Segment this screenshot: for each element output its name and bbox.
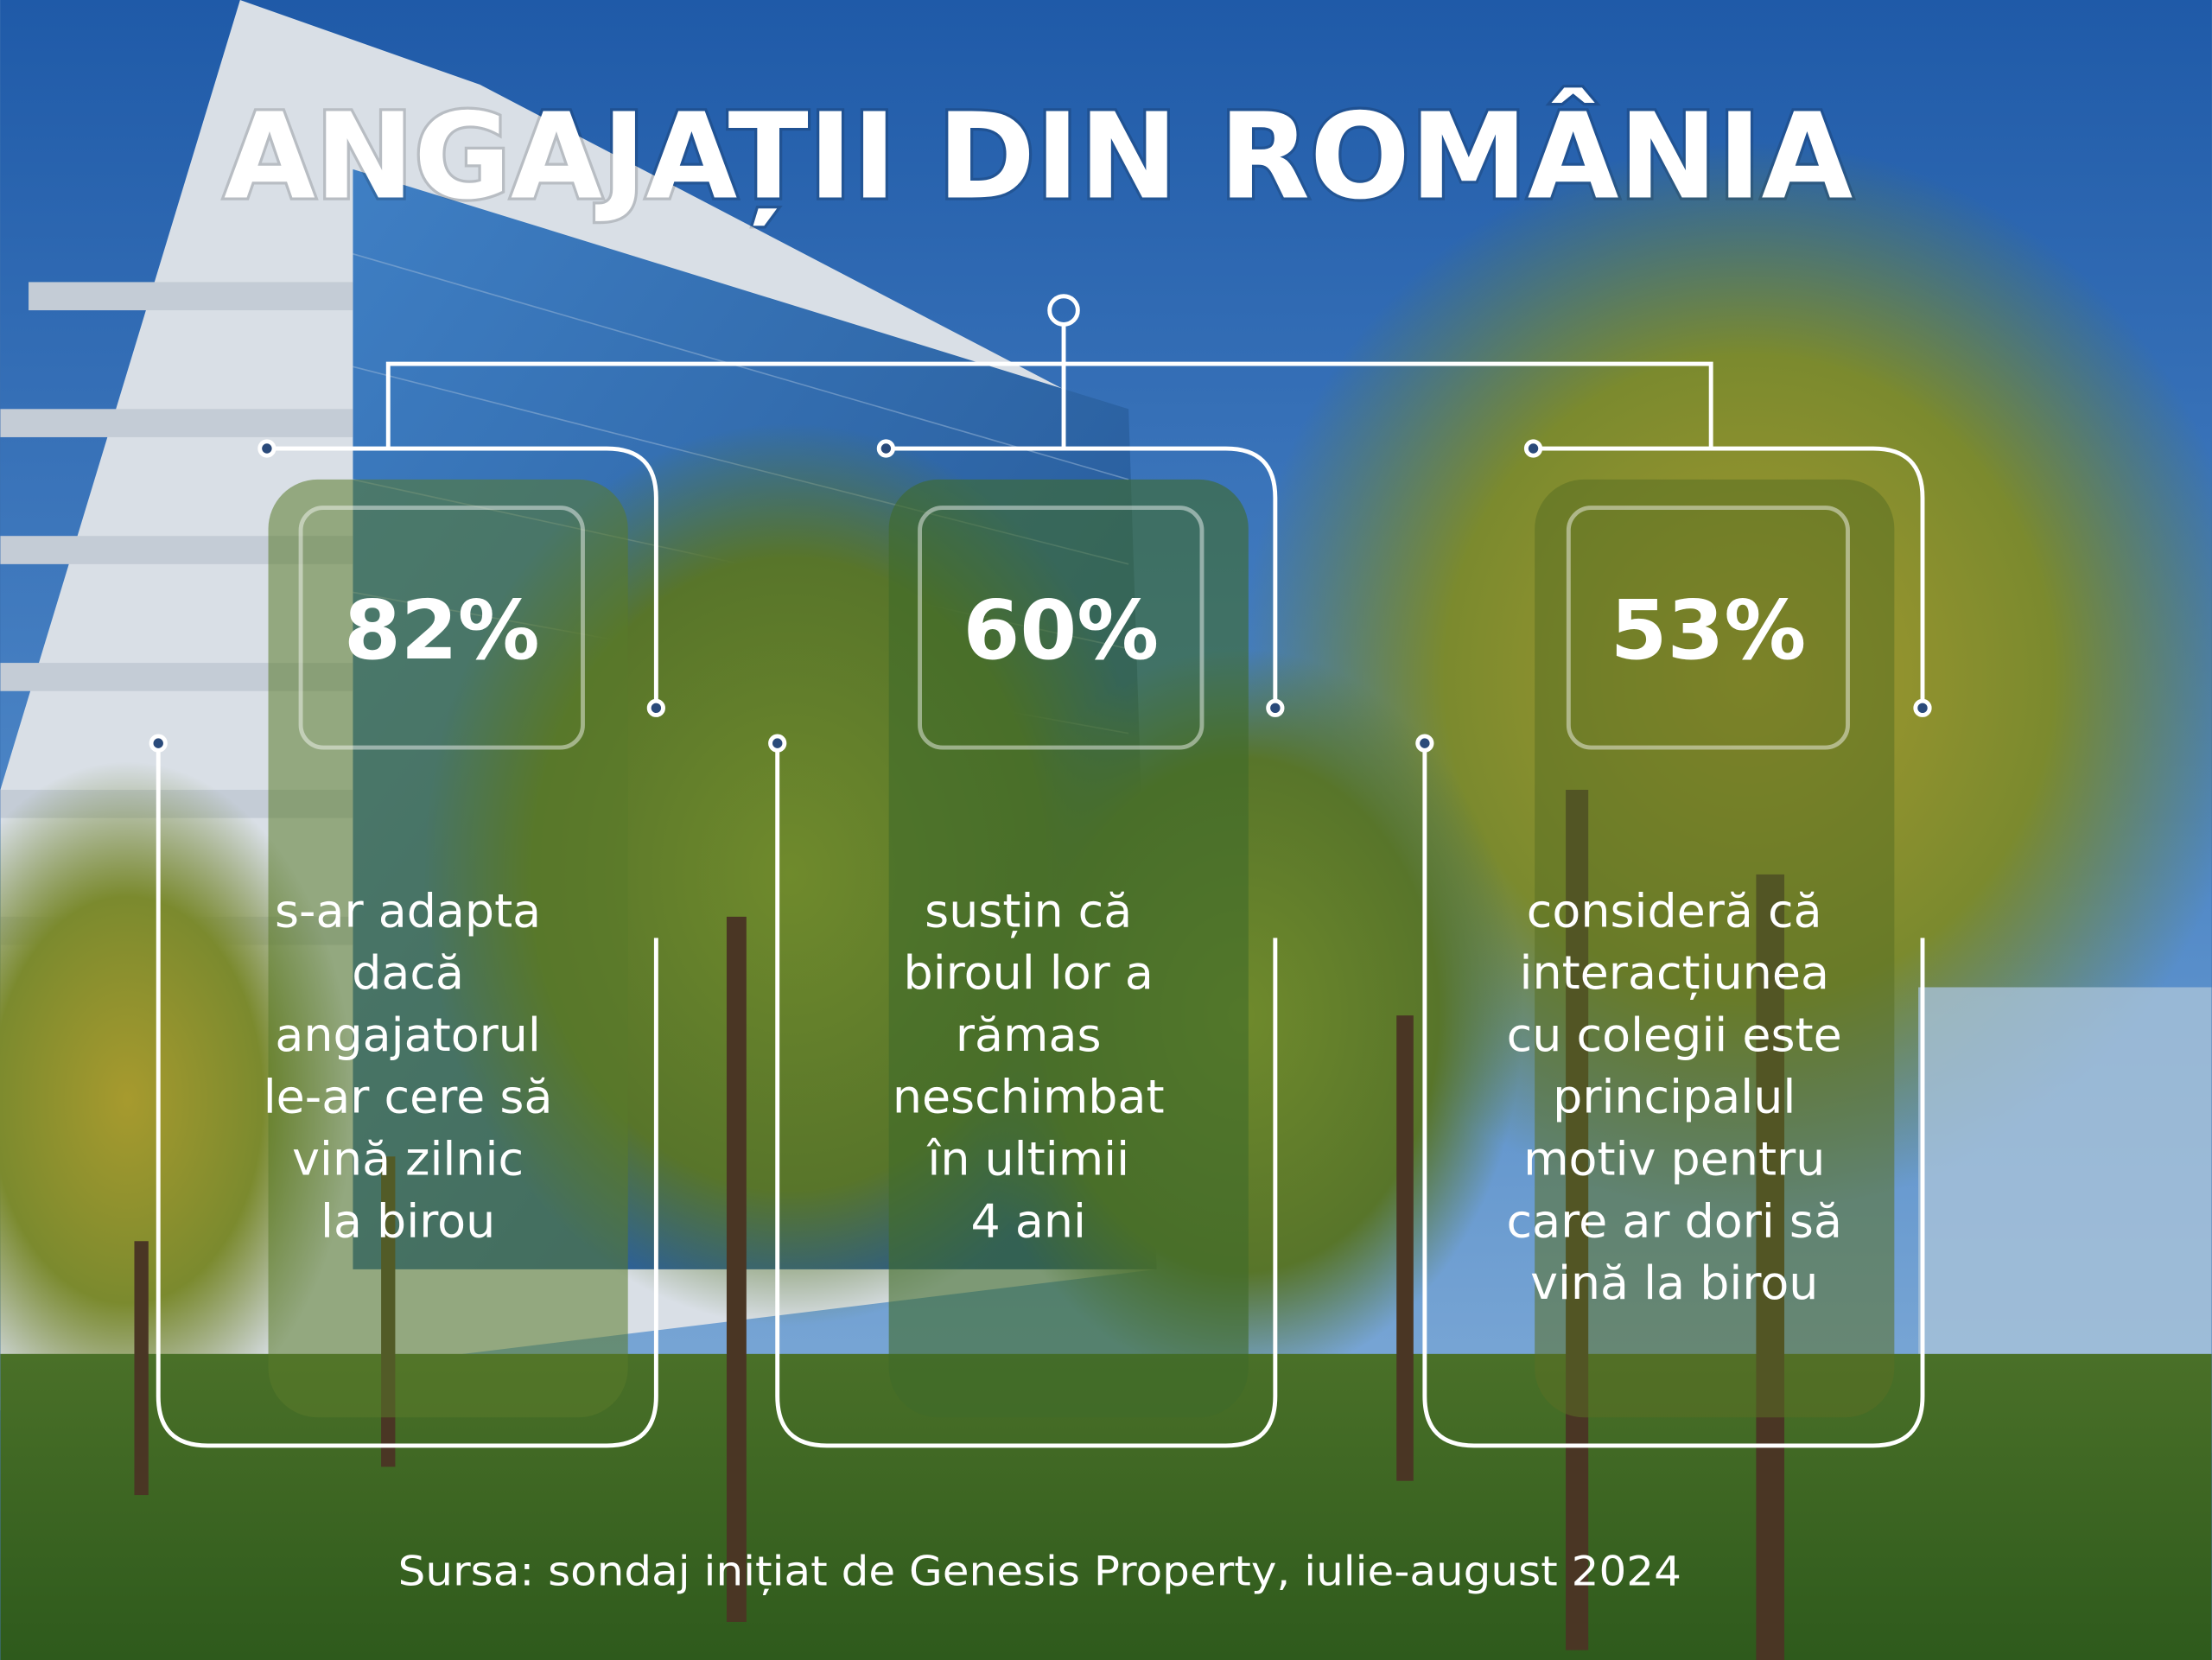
desc-line: dacă [352,945,464,1000]
connector-dots [149,439,1932,753]
stat-1-percent: 82% [344,583,540,678]
desc-line: le-ar cere să [264,1070,553,1124]
desc-line: principalul [1553,1070,1796,1124]
desc-line: care ar dori să [1507,1193,1842,1248]
connector-lines [156,294,1925,1448]
desc-line: vină zilnic [292,1132,524,1186]
desc-line: cu colegii este [1507,1008,1842,1062]
source-note: Sursa: sondaj inițiat de Genesis Propert… [398,1548,1681,1595]
desc-line: consideră că [1527,883,1822,938]
stat-panels [268,479,1895,1418]
stat-2-description: susțin că biroul lor a rămas neschimbat … [893,883,1165,1248]
page-title: ANGAJAȚII DIN ROMÂNIA [224,87,1853,226]
desc-line: motiv pentru [1523,1132,1825,1186]
desc-line: în ultimii [926,1132,1129,1186]
desc-line: rămas [956,1008,1102,1062]
panel-3-bg [1535,479,1895,1418]
stat-3-description: consideră că interacțiunea cu colegii es… [1507,883,1842,1310]
panel-2-bg [888,479,1249,1418]
desc-line: angajatorul [275,1008,541,1062]
desc-line: interacțiunea [1519,945,1829,1000]
desc-line: susțin că [925,883,1132,938]
desc-line: biroul lor a [904,945,1154,1000]
stat-1-description: s-ar adapta dacă angajatorul le-ar cere … [264,883,553,1248]
stat-2-percent: 60% [963,583,1159,678]
panel-1-bg [268,479,628,1418]
desc-line: la birou [321,1193,495,1248]
desc-line: s-ar adapta [275,883,541,938]
desc-line: neschimbat [893,1070,1165,1124]
desc-line: vină la birou [1530,1256,1818,1310]
desc-line: 4 ani [971,1193,1086,1248]
stat-3-percent: 53% [1611,583,1807,678]
